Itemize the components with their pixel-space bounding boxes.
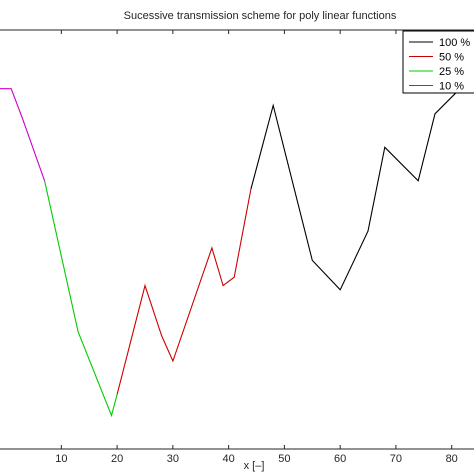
data-point: [161, 335, 162, 336]
legend: 100 % 50 % 25 % 10 %: [402, 30, 474, 94]
data-point: [77, 331, 78, 332]
x-tick-label: 20: [111, 453, 123, 465]
x-ticks: 10 20 30 40 50 60 70 80: [55, 30, 458, 465]
series-2: [116, 189, 252, 395]
series-line: [44, 180, 118, 418]
legend-box: [402, 30, 474, 94]
series-3: [44, 180, 118, 418]
data-point: [22, 117, 23, 118]
data-point: [172, 360, 173, 361]
legend-label: 10 %: [439, 81, 464, 93]
chart-title: Sucessive transmission scheme for poly l…: [124, 10, 397, 22]
x-tick-label: 80: [446, 453, 458, 465]
series-line: [250, 79, 469, 291]
legend-label: 25 %: [439, 66, 464, 78]
series-layer: [0, 79, 469, 418]
data-point: [11, 88, 12, 89]
data-point: [434, 113, 435, 114]
x-tick-label: 50: [278, 453, 290, 465]
legend-label: 100 %: [439, 37, 470, 49]
data-point: [367, 231, 368, 232]
data-point: [211, 247, 212, 248]
data-point: [234, 277, 235, 278]
x-tick-label: 40: [223, 453, 235, 465]
data-point: [117, 394, 118, 395]
data-point: [222, 285, 223, 286]
data-point: [340, 289, 341, 290]
x-tick-label: 60: [334, 453, 346, 465]
x-tick-label: 70: [390, 453, 402, 465]
series-line: [116, 189, 252, 395]
series-1: [250, 79, 469, 291]
data-point: [418, 180, 419, 181]
series-4: [0, 88, 46, 181]
data-point: [250, 189, 251, 190]
plot-axes: [0, 29, 474, 450]
x-axis-label: x [–]: [244, 460, 265, 472]
x-tick-label: 30: [167, 453, 179, 465]
series-line: [0, 88, 46, 181]
legend-label: 50 %: [439, 52, 464, 64]
data-point: [312, 260, 313, 261]
data-point: [111, 415, 112, 416]
data-point: [273, 105, 274, 106]
data-point: [384, 147, 385, 148]
x-tick-label: 10: [55, 453, 67, 465]
data-point: [44, 180, 45, 181]
data-point: [144, 285, 145, 286]
